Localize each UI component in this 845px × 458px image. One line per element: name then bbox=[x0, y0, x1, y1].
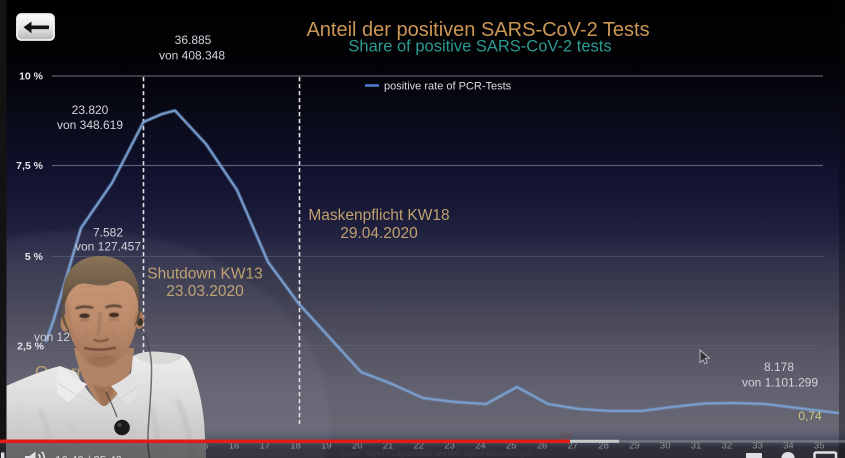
svg-text:33: 33 bbox=[752, 441, 763, 452]
svg-text:23: 23 bbox=[444, 441, 455, 452]
svg-text:31: 31 bbox=[691, 441, 702, 452]
svg-text:0,74: 0,74 bbox=[798, 409, 822, 423]
svg-text:24: 24 bbox=[475, 441, 486, 452]
svg-text:35: 35 bbox=[814, 441, 825, 452]
svg-text:Quelle: Tägliche Lageberichte: Quelle: Tägliche Lageberichte des RKI, e… bbox=[340, 451, 532, 458]
svg-text:29.04.2020: 29.04.2020 bbox=[340, 225, 418, 242]
svg-text:7,5 %: 7,5 % bbox=[16, 160, 44, 172]
svg-text:32: 32 bbox=[722, 441, 733, 452]
svg-text:21: 21 bbox=[383, 441, 394, 452]
svg-text:23.820: 23.820 bbox=[72, 103, 109, 117]
svg-text:20: 20 bbox=[352, 441, 363, 452]
svg-text:26: 26 bbox=[537, 441, 548, 452]
svg-text:34: 34 bbox=[783, 441, 794, 452]
svg-text:27: 27 bbox=[568, 441, 579, 452]
svg-text:16:49 / 25:49: 16:49 / 25:49 bbox=[55, 456, 122, 458]
svg-text:positive rate of PCR-Tests: positive rate of PCR-Tests bbox=[384, 81, 512, 93]
svg-text:22: 22 bbox=[414, 441, 425, 452]
svg-text:Anteil der positiven SARS-CoV-: Anteil der positiven SARS-CoV-2 Tests bbox=[306, 19, 649, 41]
svg-text:Maskenpflicht KW18: Maskenpflicht KW18 bbox=[308, 207, 449, 224]
svg-text:von 408.348: von 408.348 bbox=[159, 49, 225, 63]
svg-text:8.178: 8.178 bbox=[764, 360, 794, 374]
svg-text:36.885: 36.885 bbox=[175, 33, 212, 47]
svg-text:von 348.619: von 348.619 bbox=[57, 118, 123, 132]
svg-text:von 1.101.299: von 1.101.299 bbox=[742, 376, 818, 390]
svg-text:10 %: 10 % bbox=[19, 71, 44, 83]
svg-text:28: 28 bbox=[598, 441, 609, 452]
svg-text:Share of positive SARS-CoV-2 t: Share of positive SARS-CoV-2 tests bbox=[348, 38, 611, 56]
svg-text:30: 30 bbox=[660, 441, 671, 452]
svg-text:25: 25 bbox=[506, 441, 517, 452]
svg-text:29: 29 bbox=[629, 441, 640, 452]
